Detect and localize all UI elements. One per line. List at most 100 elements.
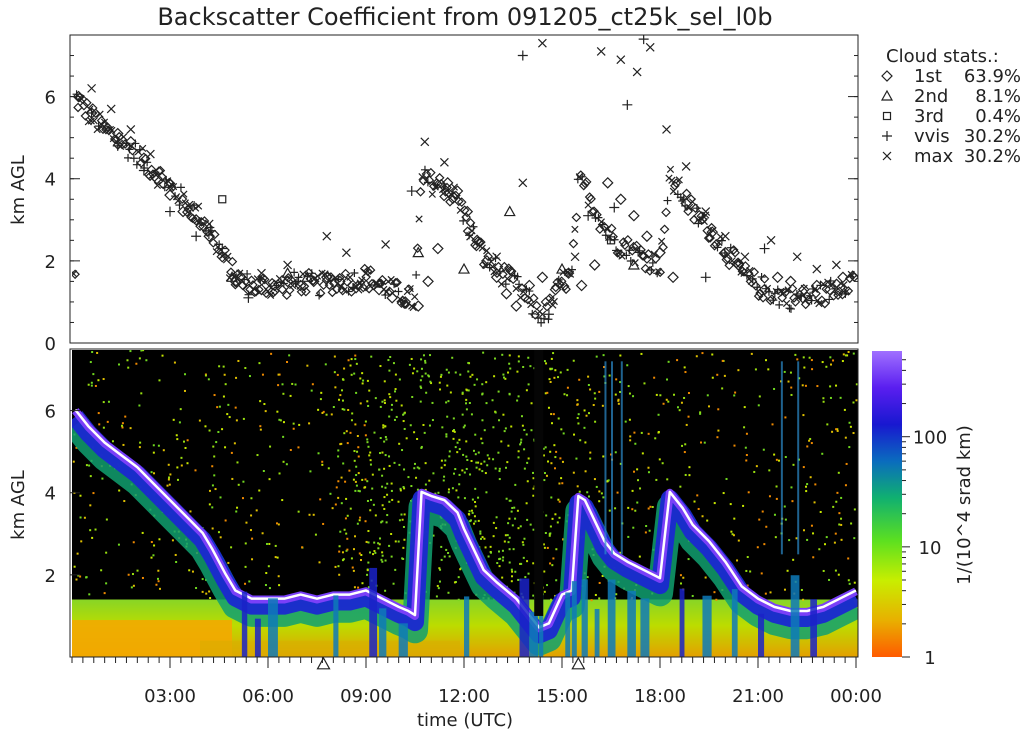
noise-pixel [267, 565, 270, 568]
noise-pixel [214, 488, 217, 491]
cloud-base-point [428, 190, 436, 198]
noise-pixel [274, 556, 277, 559]
noise-pixel [359, 516, 362, 519]
cloud-base-point [750, 280, 761, 291]
cloud-base-point [340, 286, 348, 294]
noise-pixel [498, 467, 501, 470]
noise-pixel [474, 453, 477, 456]
marker-plus [191, 231, 202, 242]
noise-pixel [525, 433, 528, 436]
surface-triangle-marker [571, 656, 586, 670]
cloud-base-point [508, 274, 519, 285]
x-tick-label: 15:00 [536, 686, 588, 707]
noise-pixel [403, 427, 406, 430]
noise-pixel [89, 361, 92, 364]
noise-pixel [278, 418, 281, 421]
noise-pixel [775, 458, 778, 461]
noise-pixel [117, 543, 120, 546]
noise-pixel [312, 513, 315, 516]
noise-pixel [525, 502, 528, 505]
noise-pixel [716, 436, 719, 439]
noise-pixel [489, 551, 492, 554]
marker-diamond [461, 205, 474, 218]
noise-pixel [637, 479, 640, 482]
noise-pixel [390, 408, 393, 411]
noise-pixel [385, 438, 388, 441]
noise-pixel [409, 424, 412, 427]
cloud-base-point [290, 268, 299, 277]
noise-pixel [852, 352, 855, 355]
noise-pixel [479, 532, 482, 535]
noise-pixel [321, 460, 324, 463]
noise-pixel [102, 378, 105, 381]
noise-pixel [345, 497, 348, 500]
noise-pixel [91, 351, 94, 354]
noise-pixel [562, 432, 565, 435]
noise-pixel [237, 483, 240, 486]
cloud-base-point [690, 203, 701, 214]
noise-pixel [424, 488, 427, 491]
noise-pixel [322, 410, 325, 413]
noise-pixel [550, 357, 553, 360]
noise-pixel [102, 401, 105, 404]
noise-pixel [324, 363, 327, 366]
cloud-base-point [143, 158, 152, 167]
noise-pixel [853, 581, 856, 584]
cloud-base-point [587, 206, 598, 217]
cloud-base-point [108, 126, 116, 134]
noise-pixel [413, 367, 416, 370]
noise-pixel [589, 388, 592, 391]
noise-pixel [338, 398, 341, 401]
noise-pixel [614, 393, 617, 396]
noise-pixel [810, 524, 813, 527]
noise-pixel [542, 543, 545, 546]
noise-pixel [233, 442, 236, 445]
noise-pixel [757, 404, 760, 407]
precip-streak [565, 592, 571, 657]
noise-pixel [503, 540, 506, 543]
noise-pixel [410, 485, 413, 488]
noise-pixel [435, 595, 438, 598]
noise-pixel [366, 400, 369, 403]
noise-pixel [598, 597, 601, 600]
noise-pixel [509, 367, 512, 370]
noise-pixel [288, 354, 291, 357]
cloud-base-point [555, 279, 566, 290]
noise-pixel [469, 473, 472, 476]
noise-pixel [483, 537, 486, 540]
noise-pixel [549, 598, 552, 601]
noise-pixel [745, 432, 748, 435]
noise-pixel [279, 419, 282, 422]
noise-pixel [602, 455, 605, 458]
noise-pixel [204, 425, 207, 428]
noise-pixel [733, 394, 736, 397]
noise-pixel [348, 469, 351, 472]
noise-pixel [341, 408, 344, 411]
noise-pixel [566, 368, 569, 371]
noise-pixel [716, 373, 719, 376]
noise-pixel [356, 522, 359, 525]
noise-pixel [532, 562, 535, 565]
noise-pixel [449, 391, 452, 394]
marker-plus [583, 210, 594, 221]
noise-pixel [129, 350, 132, 353]
noise-pixel [403, 487, 406, 490]
noise-pixel [439, 375, 442, 378]
noise-pixel [511, 524, 514, 527]
cloud-stats-legend: Cloud stats.: 1st 63.9%2nd 8.1%3rd 0.4%vvis… [880, 46, 1021, 167]
noise-pixel [358, 490, 361, 493]
cloud-base-point [226, 267, 236, 278]
noise-pixel [431, 401, 434, 404]
noise-pixel [484, 472, 487, 475]
noise-pixel [711, 353, 714, 356]
noise-pixel [549, 368, 552, 371]
noise-pixel [493, 375, 496, 378]
noise-pixel [543, 546, 546, 549]
marker-triangle [412, 246, 425, 258]
noise-pixel [398, 519, 401, 522]
noise-pixel [617, 402, 620, 405]
noise-pixel [401, 557, 404, 560]
noise-pixel [699, 411, 702, 414]
data-gap [534, 350, 544, 616]
cloud-base-point [418, 173, 426, 181]
